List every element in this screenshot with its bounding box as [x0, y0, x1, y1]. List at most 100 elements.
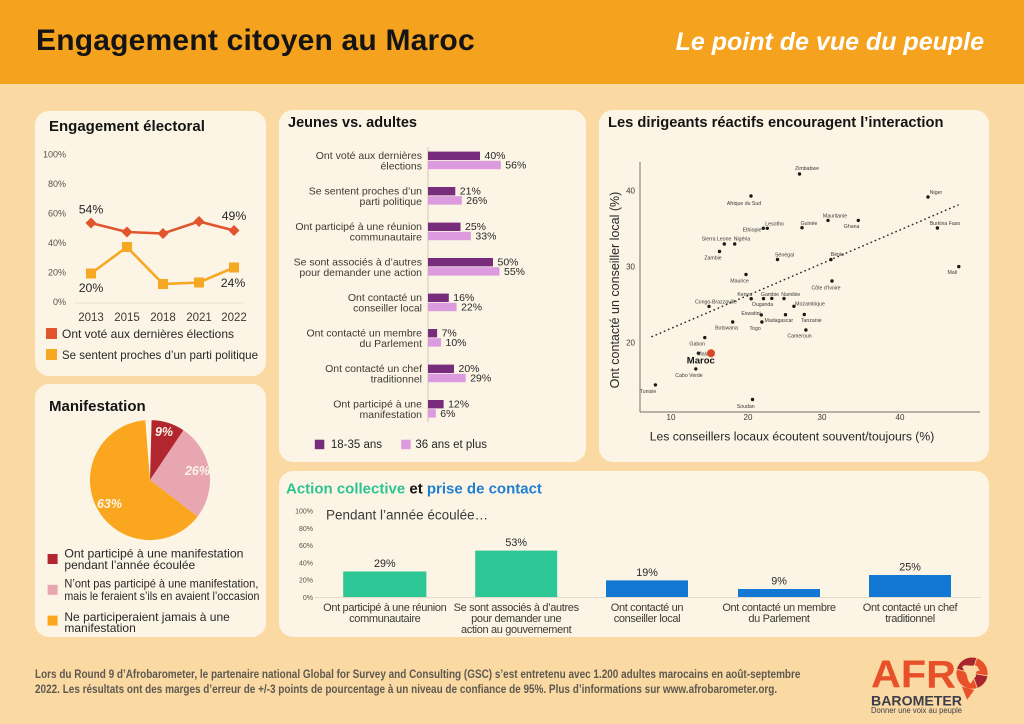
svg-text:Ont contacté un chef: Ont contacté un chef [325, 363, 422, 375]
svg-text:Maurice: Maurice [730, 279, 749, 285]
svg-text:0%: 0% [53, 297, 66, 307]
svg-text:Namibie: Namibie [781, 292, 800, 298]
svg-text:Cabo Verde: Cabo Verde [675, 373, 703, 379]
svg-text:Zimbabwe: Zimbabwe [795, 166, 819, 172]
svg-text:33%: 33% [475, 230, 496, 242]
svg-text:Togo: Togo [749, 326, 760, 332]
svg-text:21%: 21% [460, 186, 481, 198]
svg-text:Sénégal: Sénégal [775, 253, 794, 259]
svg-text:du Parlement: du Parlement [360, 338, 423, 350]
svg-text:Les conseillers locaux écouten: Les conseillers locaux écoutent souvent/… [650, 430, 935, 444]
svg-text:communautaire: communautaire [350, 231, 423, 243]
svg-text:Bénin: Bénin [831, 252, 844, 258]
svg-text:Ont voté aux dernières: Ont voté aux dernières [316, 150, 422, 162]
svg-text:Ont contacté un membre: Ont contacté un membre [306, 327, 422, 339]
svg-text:Ont contacté un chef: Ont contacté un chef [863, 602, 959, 614]
svg-text:Sierra Leone: Sierra Leone [702, 237, 732, 243]
svg-text:Ont participé à une manifestat: Ont participé à une manifestation [64, 546, 243, 560]
svg-text:Ont participé à une: Ont participé à une [333, 398, 422, 410]
svg-text:20: 20 [626, 339, 635, 348]
svg-text:Soudan: Soudan [737, 404, 755, 410]
svg-text:0%: 0% [303, 595, 313, 602]
svg-text:Botswana: Botswana [715, 326, 738, 332]
svg-text:Ont contacté un: Ont contacté un [348, 292, 422, 304]
svg-text:Malawi: Malawi [697, 351, 713, 357]
svg-text:26%: 26% [466, 195, 487, 207]
svg-text:Zambie: Zambie [704, 256, 721, 262]
svg-text:Ont contacté un membre: Ont contacté un membre [722, 602, 836, 614]
svg-text:2021: 2021 [186, 312, 212, 324]
svg-text:20%: 20% [459, 363, 480, 375]
svg-text:Se sont associés à d’autres: Se sont associés à d’autres [454, 602, 580, 614]
svg-text:19%: 19% [636, 567, 658, 579]
svg-text:53%: 53% [505, 537, 527, 549]
svg-text:Congo-Brazzaville: Congo-Brazzaville [695, 300, 737, 306]
svg-text:Cameroun: Cameroun [787, 333, 811, 339]
svg-text:traditionnel: traditionnel [885, 613, 935, 625]
svg-text:Ouganda: Ouganda [752, 302, 773, 308]
svg-text:30: 30 [626, 263, 635, 272]
svg-text:40%: 40% [299, 560, 313, 567]
svg-text:Nigéria: Nigéria [734, 237, 751, 243]
svg-text:mais le feraient s’ils en avai: mais le feraient s’ils en avaient l’occa… [64, 589, 259, 603]
svg-text:Ghana: Ghana [844, 224, 860, 230]
svg-text:18-35 ans: 18-35 ans [331, 439, 382, 451]
svg-text:Tanzanie: Tanzanie [801, 318, 822, 324]
svg-text:Ne participeraient jamais à un: Ne participeraient jamais à une [64, 610, 230, 624]
svg-text:Maroc: Maroc [687, 356, 715, 367]
svg-text:Mali: Mali [948, 270, 958, 276]
svg-text:Côte d’Ivoire: Côte d’Ivoire [811, 286, 840, 292]
svg-text:20%: 20% [48, 268, 66, 278]
svg-text:Se sentent proches d’un: Se sentent proches d’un [309, 185, 422, 197]
svg-text:20%: 20% [299, 578, 313, 585]
svg-text:60%: 60% [48, 209, 66, 219]
svg-text:55%: 55% [504, 266, 525, 278]
svg-text:Tunisie: Tunisie [640, 389, 657, 395]
svg-text:30: 30 [818, 413, 827, 422]
svg-text:9%: 9% [771, 576, 787, 588]
svg-text:10%: 10% [446, 337, 467, 349]
svg-text:36 ans et plus: 36 ans et plus [415, 439, 487, 451]
svg-text:20%: 20% [79, 281, 104, 295]
svg-text:40%: 40% [48, 238, 66, 248]
svg-text:7%: 7% [442, 328, 457, 340]
svg-text:N’ont pas participé à une mani: N’ont pas participé à une manifestation, [64, 577, 258, 591]
svg-text:du Parlement: du Parlement [748, 613, 810, 625]
svg-text:Ont participé à une réunion: Ont participé à une réunion [295, 221, 422, 233]
svg-text:Kenya: Kenya [737, 292, 752, 298]
svg-text:Ont contacté un: Ont contacté un [611, 602, 684, 614]
svg-text:Action collective et prise de: Action collective et prise de contact [286, 481, 542, 498]
svg-text:manifestation: manifestation [360, 409, 423, 421]
svg-text:action au gouvernement: action au gouvernement [461, 624, 572, 636]
svg-text:22%: 22% [461, 301, 482, 313]
svg-text:manifestation: manifestation [64, 621, 135, 635]
svg-text:25%: 25% [899, 562, 921, 574]
svg-text:40: 40 [626, 187, 635, 196]
svg-text:80%: 80% [48, 179, 66, 189]
svg-text:pour demander une action: pour demander une action [299, 267, 422, 279]
svg-text:9%: 9% [155, 425, 173, 439]
svg-text:parti politique: parti politique [360, 196, 423, 208]
svg-text:Madagascar: Madagascar [765, 318, 794, 324]
svg-text:60%: 60% [299, 543, 313, 550]
svg-text:2022: 2022 [221, 312, 247, 324]
svg-text:54%: 54% [79, 203, 104, 217]
svg-text:communautaire: communautaire [349, 613, 420, 625]
svg-text:Pendant l’année écoulée…: Pendant l’année écoulée… [326, 508, 488, 523]
svg-text:2018: 2018 [150, 312, 176, 324]
svg-text:16%: 16% [453, 292, 474, 304]
svg-text:50%: 50% [498, 257, 519, 269]
svg-text:24%: 24% [221, 276, 246, 290]
svg-text:26%: 26% [184, 464, 210, 478]
svg-text:conseiller local: conseiller local [353, 302, 422, 314]
svg-text:Se sont associés à d’autres: Se sont associés à d’autres [294, 256, 422, 268]
svg-text:2015: 2015 [114, 312, 140, 324]
svg-text:Ethiopie: Ethiopie [743, 228, 762, 234]
svg-text:40%: 40% [485, 150, 506, 162]
svg-text:Ont contacté un conseiller loc: Ont contacté un conseiller local (%) [608, 192, 622, 389]
svg-text:2013: 2013 [78, 312, 104, 324]
svg-text:25%: 25% [465, 221, 486, 233]
svg-text:56%: 56% [505, 159, 526, 171]
svg-text:6%: 6% [440, 408, 455, 420]
svg-text:29%: 29% [374, 558, 396, 570]
